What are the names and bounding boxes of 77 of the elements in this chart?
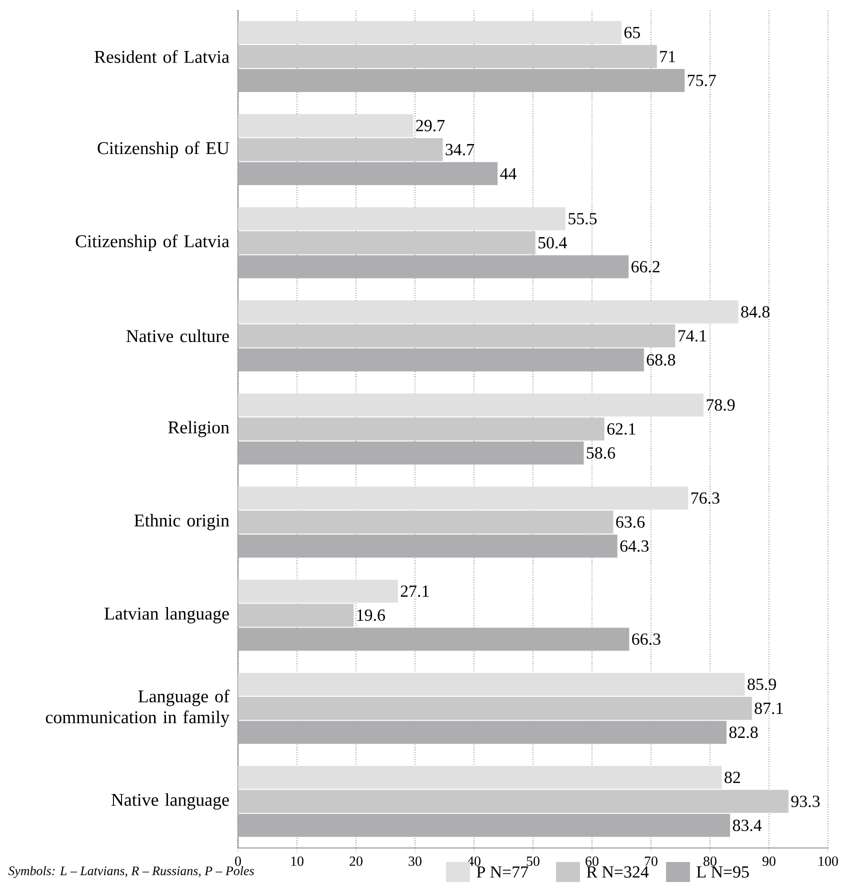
data-label: 66.2: [632, 261, 660, 272]
bar: [238, 720, 727, 744]
data-label: 71: [660, 50, 676, 62]
data-label: 85.9: [748, 678, 776, 690]
bar: [238, 534, 618, 558]
legend-label: L N=95: [696, 866, 749, 878]
x-tick-label: 10: [291, 856, 304, 866]
bar: [238, 393, 704, 416]
y-tick-label: Resident of Latvia: [94, 50, 230, 63]
x-tick-label: 70: [644, 856, 658, 866]
bar: [238, 162, 498, 186]
y-tick-label: Religion: [168, 420, 230, 438]
data-label: 34.7: [446, 144, 474, 156]
x-tick-label: 30: [408, 856, 422, 866]
bar: [238, 790, 788, 813]
data-label: 63.6: [616, 516, 645, 528]
y-tick-label: Language of communication in family: [46, 690, 230, 728]
bar: [238, 510, 614, 534]
bar: [238, 814, 730, 837]
data-label: 84.8: [741, 306, 770, 318]
x-tick-label: 100: [818, 856, 838, 866]
bar: [238, 696, 752, 720]
y-tick-label: Ethnic origin: [134, 514, 230, 530]
data-label: 65: [624, 26, 640, 38]
bar: [238, 207, 566, 230]
bar: [238, 766, 722, 789]
data-label: 87.1: [754, 702, 783, 714]
bar: [238, 69, 685, 92]
data-label: 82: [724, 772, 740, 784]
data-label: 74.1: [678, 330, 706, 342]
y-tick-label: Native culture: [126, 330, 229, 342]
bar: [238, 486, 688, 510]
data-label: 83.4: [732, 820, 762, 832]
data-label: 82.8: [729, 726, 758, 738]
data-label: 66.3: [632, 633, 660, 645]
data-label: 58.6: [586, 447, 616, 459]
bar: [238, 604, 354, 627]
text: Symbols: L – Latvians, R – Russians, P – Poles: [8, 866, 254, 878]
bar: [238, 348, 644, 372]
data-label: 75.7: [688, 74, 716, 86]
data-label: 44: [500, 168, 516, 180]
bar: [238, 114, 414, 138]
bar: [238, 255, 629, 278]
bar: [238, 21, 622, 44]
bar: [238, 300, 738, 324]
bar: [238, 580, 398, 603]
x-tick-label: 60: [586, 856, 598, 866]
y-tick-label: Native language: [111, 793, 229, 810]
data-label: 62.1: [607, 423, 636, 435]
bar: [238, 628, 630, 651]
y-tick-label: Latvian language: [104, 607, 229, 624]
x-tick-label: 20: [350, 856, 362, 866]
x-tick-label: 90: [762, 856, 776, 866]
data-label: 93.3: [791, 796, 820, 808]
bar: [238, 417, 604, 440]
bar: [238, 672, 745, 696]
data-label: 27.1: [400, 585, 429, 597]
bar: [238, 231, 536, 254]
bar: [238, 45, 657, 68]
data-label: 19.6: [357, 609, 385, 621]
legend-label: P N=77: [476, 866, 528, 878]
data-label: 68.8: [646, 354, 676, 366]
y-tick-label: Citizenship of Latvia: [76, 234, 230, 251]
data-label: 29.7: [416, 120, 445, 132]
bar: [238, 441, 584, 464]
legend-label: R N=324: [586, 866, 649, 878]
data-label: 64.3: [620, 540, 649, 552]
bar: [238, 324, 676, 348]
data-label: 76.3: [691, 492, 720, 504]
y-tick-label: Citizenship of EU: [98, 141, 230, 158]
x-tick-label: 50: [526, 856, 540, 866]
bar: [238, 138, 443, 162]
data-label: 50.4: [538, 237, 567, 249]
data-label: 55.5: [568, 213, 597, 224]
x-tick-label: 0: [235, 856, 241, 866]
data-label: 78.9: [706, 399, 735, 411]
x-tick-label: 80: [704, 856, 716, 866]
